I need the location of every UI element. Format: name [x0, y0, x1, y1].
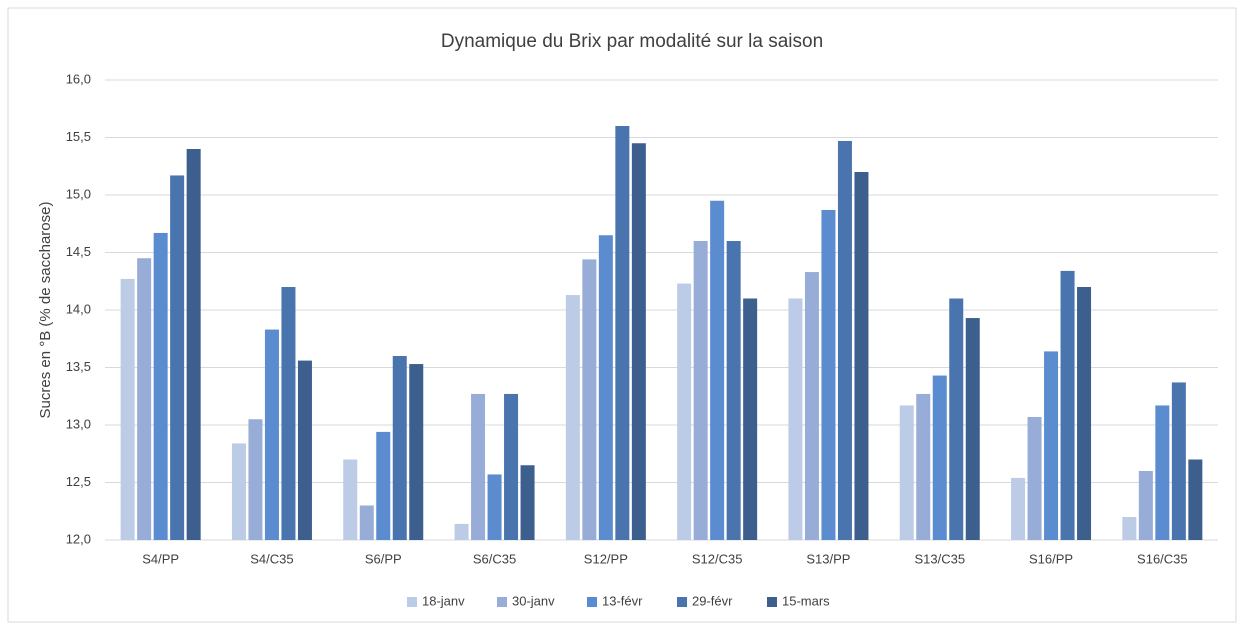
bar [804, 272, 819, 540]
bar [565, 295, 580, 540]
x-tick-label: S13/PP [806, 551, 850, 566]
y-axis-title: Sucres en °B (% de saccharose) [37, 202, 54, 419]
bar [170, 175, 185, 540]
bar [409, 364, 424, 540]
bar [821, 209, 836, 540]
bar [376, 431, 391, 540]
legend-swatch [497, 597, 507, 607]
y-tick-label: 14,5 [66, 244, 91, 259]
bar [520, 465, 535, 540]
x-tick-label: S12/PP [584, 551, 628, 566]
legend-label: 18-janv [422, 593, 465, 608]
bar [916, 393, 931, 540]
x-tick-label: S16/PP [1029, 551, 1073, 566]
bar [598, 235, 613, 540]
bar [932, 375, 947, 540]
bar [710, 200, 725, 540]
x-tick-label: S4/PP [142, 551, 179, 566]
y-tick-label: 15,0 [66, 186, 91, 201]
bar [1171, 382, 1186, 540]
y-tick-label: 13,0 [66, 416, 91, 431]
bar [487, 474, 502, 540]
y-tick-label: 14,0 [66, 301, 91, 316]
bar [582, 259, 597, 540]
bar [693, 241, 708, 540]
bar [297, 360, 312, 540]
legend-swatch [767, 597, 777, 607]
bar [1122, 517, 1137, 540]
bar [186, 149, 201, 540]
bar [1138, 471, 1153, 540]
bar [281, 287, 296, 540]
legend-label: 13-févr [602, 593, 643, 608]
x-tick-label: S12/C35 [692, 551, 743, 566]
x-tick-label: S6/C35 [473, 551, 516, 566]
bar [153, 232, 168, 540]
legend-label: 15-mars [782, 593, 830, 608]
y-tick-label: 15,5 [66, 129, 91, 144]
bar [631, 143, 646, 540]
bar [231, 443, 246, 540]
x-tick-label: S4/C35 [250, 551, 293, 566]
bar [1077, 287, 1092, 540]
bar [899, 405, 914, 540]
bar [248, 419, 263, 540]
bar [392, 356, 407, 540]
bar [120, 278, 135, 540]
y-tick-label: 12,0 [66, 531, 91, 546]
bar [454, 523, 469, 540]
bar [359, 505, 374, 540]
bar [677, 283, 692, 540]
x-tick-label: S13/C35 [914, 551, 965, 566]
y-tick-label: 16,0 [66, 71, 91, 86]
bar [264, 329, 279, 540]
bar [471, 393, 486, 540]
bar [504, 393, 519, 540]
y-tick-label: 12,5 [66, 474, 91, 489]
legend-swatch [587, 597, 597, 607]
chart-title: Dynamique du Brix par modalité sur la sa… [441, 31, 823, 52]
legend-swatch [407, 597, 417, 607]
legend-swatch [677, 597, 687, 607]
x-tick-label: S6/PP [365, 551, 402, 566]
bar [1060, 270, 1075, 540]
bar [137, 258, 152, 540]
bar [1011, 477, 1026, 540]
legend-label: 30-janv [512, 593, 555, 608]
bar [743, 298, 758, 540]
bar [837, 140, 852, 540]
bar [854, 172, 869, 540]
bar [949, 298, 964, 540]
bar [615, 126, 630, 540]
y-tick-label: 13,5 [66, 359, 91, 374]
bar [965, 318, 980, 540]
bar [1188, 459, 1203, 540]
bar [1027, 416, 1042, 540]
bar [788, 298, 803, 540]
bar [726, 241, 741, 540]
bar [343, 459, 358, 540]
legend-label: 29-févr [692, 593, 733, 608]
bar [1044, 351, 1059, 540]
x-tick-label: S16/C35 [1137, 551, 1188, 566]
bar [1155, 405, 1170, 540]
